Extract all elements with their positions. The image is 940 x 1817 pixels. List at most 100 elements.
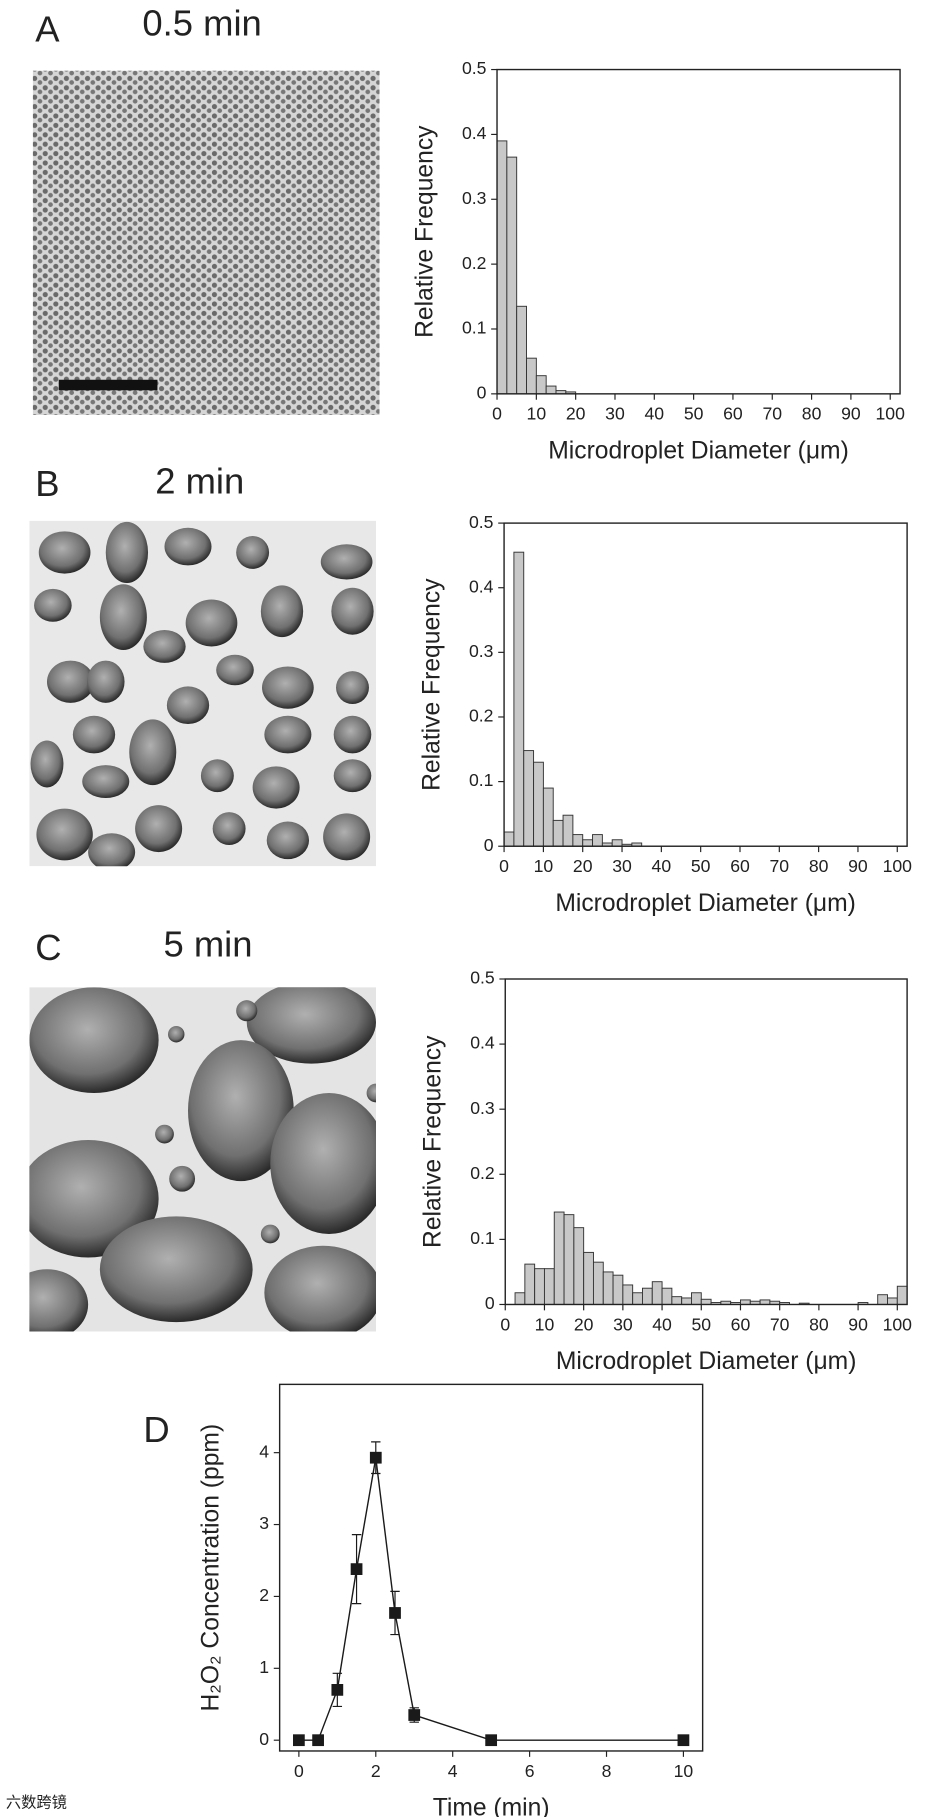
bar (526, 357, 537, 395)
bar (535, 375, 547, 395)
x-tick-label: 90 (848, 856, 868, 876)
x-tick-label: 50 (691, 856, 711, 876)
x-axis-label: Time (min) (433, 1795, 550, 1817)
plot-frame (278, 1383, 704, 1752)
y-tick-label: 0.2 (462, 253, 486, 273)
y-tick-label: 0.5 (462, 58, 487, 78)
x-tick-label: 30 (613, 1314, 633, 1334)
x-tick-label: 50 (691, 1314, 711, 1334)
y-axis-label: Relative Frequency (418, 578, 445, 791)
bar (523, 750, 535, 847)
x-tick-label: 6 (525, 1761, 535, 1781)
y-tick-label: 0.5 (469, 512, 494, 532)
marker (389, 1607, 401, 1619)
x-tick-label: 10 (534, 856, 554, 876)
y-tick-label: 0.4 (470, 1033, 495, 1053)
y-axis-label: H₂O₂ Concentration (ppm) (198, 1424, 225, 1712)
y-tick-label: 0.1 (470, 1228, 494, 1248)
panel-label: C (35, 927, 61, 968)
y-tick-label: 0.4 (469, 576, 494, 596)
bar (877, 1294, 888, 1305)
marker (331, 1684, 344, 1696)
micrograph-b (29, 520, 376, 867)
x-tick-label: 80 (809, 856, 829, 876)
x-axis-label: Microdroplet Diameter (μm) (548, 437, 849, 464)
y-axis-label: Relative Frequency (411, 125, 438, 338)
bar (583, 1251, 594, 1305)
bar (582, 839, 594, 847)
bar (552, 819, 564, 847)
bar (592, 834, 603, 847)
x-tick-label: 0 (492, 404, 502, 424)
bar (611, 839, 623, 847)
bar (572, 834, 584, 847)
x-tick-label: 80 (809, 1314, 829, 1334)
panel-title: 2 min (155, 461, 244, 502)
bar (496, 140, 508, 395)
bar (562, 814, 574, 847)
y-tick-label: 0 (259, 1729, 269, 1749)
y-tick-label: 1 (259, 1657, 269, 1677)
x-tick-label: 100 (876, 404, 906, 424)
x-tick-label: 70 (770, 1314, 790, 1334)
bar (592, 1261, 604, 1305)
bar (691, 1292, 702, 1305)
x-tick-label: 0 (499, 856, 509, 876)
x-tick-label: 20 (566, 404, 586, 424)
bar (516, 305, 527, 395)
x-tick-label: 4 (448, 1761, 458, 1781)
y-tick-label: 0.1 (469, 770, 493, 790)
bar (632, 1292, 643, 1305)
watermark: 六数跨镜 (6, 1793, 67, 1811)
bar (534, 1268, 545, 1305)
y-tick-label: 0.4 (462, 123, 487, 143)
bar (700, 1298, 712, 1305)
marker (312, 1734, 324, 1747)
plot-frame (503, 522, 908, 847)
y-tick-label: 0.3 (462, 188, 487, 208)
y-tick-label: 2 (259, 1585, 269, 1605)
bar (503, 831, 515, 847)
x-axis-label: Microdroplet Diameter (μm) (556, 1348, 857, 1375)
y-tick-label: 0.3 (470, 1098, 495, 1118)
bar (506, 156, 518, 395)
bar (563, 1214, 575, 1305)
x-tick-label: 0 (294, 1761, 304, 1781)
marker (350, 1563, 363, 1575)
bar (622, 1284, 634, 1305)
x-tick-label: 20 (574, 1314, 594, 1334)
y-tick-label: 0.5 (470, 968, 495, 988)
bar (681, 1297, 692, 1305)
bar (602, 1271, 614, 1305)
y-tick-label: 3 (259, 1513, 269, 1533)
bar (671, 1296, 683, 1305)
x-tick-label: 100 (883, 1314, 913, 1334)
x-tick-label: 60 (730, 856, 750, 876)
x-tick-label: 10 (535, 1314, 555, 1334)
y-tick-label: 0.2 (470, 1163, 494, 1183)
y-tick-label: 0 (484, 835, 494, 855)
bar (896, 1285, 908, 1305)
x-tick-label: 60 (731, 1314, 751, 1334)
bar (887, 1297, 898, 1305)
x-tick-label: 10 (674, 1761, 694, 1781)
bar (533, 761, 544, 847)
bar (513, 551, 525, 847)
x-tick-label: 30 (605, 404, 625, 424)
micrograph-a (32, 70, 380, 415)
y-tick-label: 0 (477, 383, 487, 403)
plot-frame (504, 978, 908, 1306)
y-axis-label: Relative Frequency (420, 1035, 447, 1248)
x-tick-label: 0 (500, 1314, 510, 1334)
x-tick-label: 70 (770, 856, 790, 876)
x-tick-label: 80 (802, 404, 822, 424)
plot-frame (496, 68, 901, 395)
x-tick-label: 40 (652, 856, 672, 876)
x-tick-label: 60 (723, 404, 743, 424)
x-tick-label: 30 (612, 856, 632, 876)
x-tick-label: 100 (883, 856, 913, 876)
x-axis-label: Microdroplet Diameter (μm) (555, 890, 856, 917)
x-tick-label: 70 (762, 404, 782, 424)
marker (408, 1709, 421, 1721)
